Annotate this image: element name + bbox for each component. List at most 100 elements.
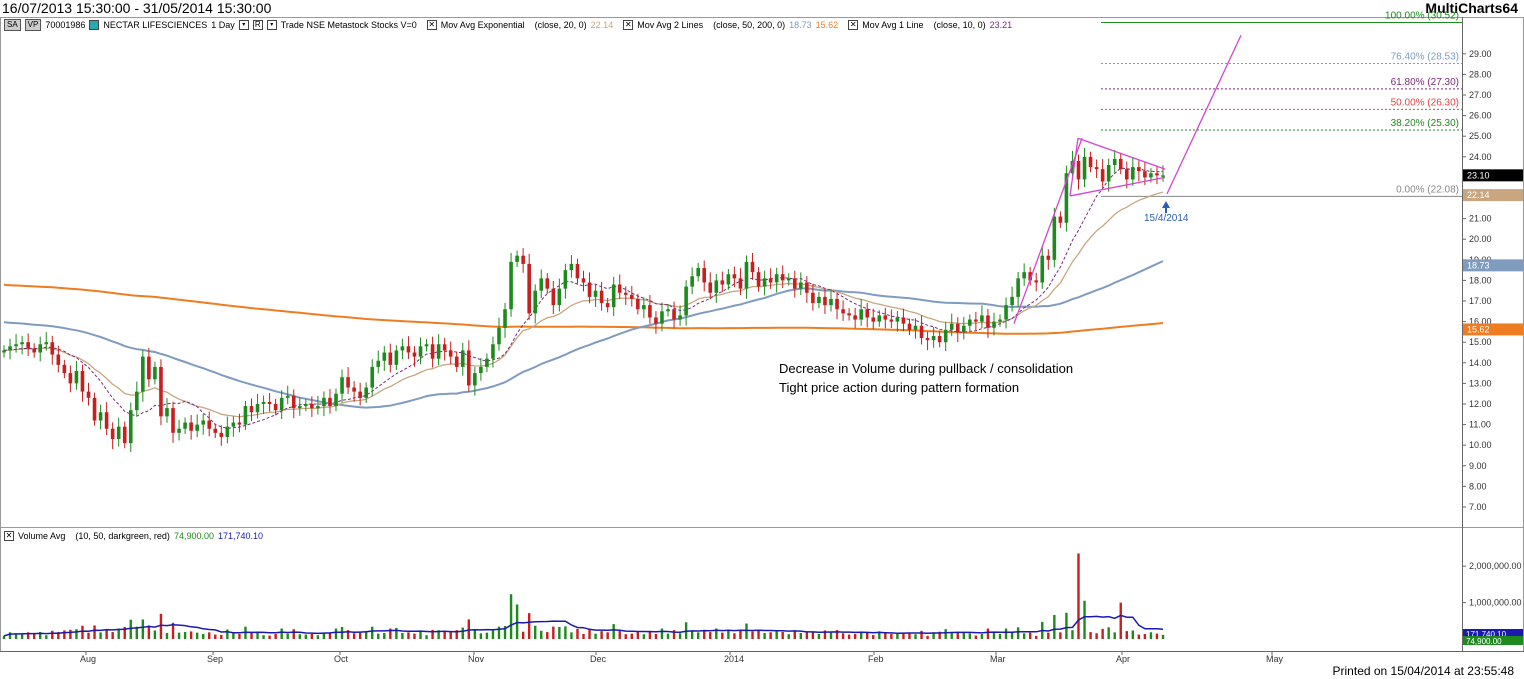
candle-body (340, 377, 344, 394)
volume-bar (328, 633, 332, 639)
vp-chip[interactable]: VP (24, 19, 42, 31)
volume-bar (944, 629, 947, 639)
ma2-visible-checkbox[interactable]: ✕ (623, 20, 634, 30)
candle-body (147, 356, 151, 380)
candle-body (400, 346, 405, 351)
volume-bar (1101, 628, 1104, 639)
candle-body (2, 350, 6, 353)
volume-bar (564, 626, 567, 639)
volume-tick-label: 2,000,000.00 (1469, 561, 1522, 571)
candle-body (925, 338, 930, 341)
candle-body (533, 290, 538, 314)
volume-bar (805, 631, 809, 639)
volume-bar (678, 633, 682, 639)
volume-bar (437, 630, 440, 639)
fib-level-label: 100.00% (30.52) (1385, 10, 1459, 21)
printed-timestamp: Printed on 15/04/2014 at 23:55:48 (1332, 664, 1514, 678)
volume-bar (1089, 632, 1092, 639)
ema-visible-checkbox[interactable]: ✕ (426, 20, 437, 30)
y-tick-label: 15.00 (1469, 337, 1492, 347)
volume-bar (956, 631, 959, 639)
ma10-line (3, 167, 1164, 430)
candle-body (605, 303, 610, 308)
candle-body (1064, 173, 1069, 223)
candle-body (865, 309, 870, 318)
candle-body (654, 317, 658, 324)
candle-body (38, 344, 43, 353)
volume-bar (751, 631, 754, 639)
candle-body (183, 422, 187, 429)
candle-body (430, 344, 435, 359)
volume-bar (2, 635, 6, 639)
volume-bar (1113, 632, 1116, 639)
r-checkbox[interactable]: R (252, 20, 263, 30)
volume-label-box (1463, 636, 1523, 645)
candle-body (364, 387, 368, 398)
volume-bar (334, 628, 338, 639)
volume-bar (298, 634, 301, 639)
volume-bar (980, 633, 984, 639)
candle-body (201, 420, 206, 425)
volume-bar (208, 632, 211, 639)
candle-body (297, 406, 302, 409)
volume-bar (642, 634, 646, 639)
volume-bar (39, 632, 42, 639)
candle-body (485, 358, 489, 367)
volume-bar (304, 634, 308, 639)
candle-body (931, 336, 936, 341)
volume-bar (1035, 635, 1038, 639)
candle-body (370, 366, 375, 388)
candle-body (328, 397, 332, 407)
volume-bar (515, 604, 519, 639)
volume-bar (129, 619, 132, 639)
candle-body (255, 404, 260, 413)
volume-bar (195, 632, 199, 639)
volume-bar (540, 630, 543, 639)
candle-body (74, 371, 79, 384)
volume-bar (962, 632, 965, 639)
candle-body (901, 317, 906, 324)
triangle-pattern (1013, 34, 1242, 324)
volume-bar (401, 632, 404, 639)
volume-bar (986, 628, 990, 639)
up-arrow-icon (1162, 201, 1170, 213)
candle-body (919, 325, 924, 339)
r-dropdown-icon[interactable]: ▾ (266, 20, 277, 30)
volume-bar (99, 632, 102, 639)
volume-bar (793, 630, 796, 639)
candle-body (237, 422, 242, 425)
volume-bar (582, 633, 585, 639)
volume-bar (503, 626, 507, 639)
volume-bar (147, 625, 151, 639)
price-label-text: 18.73 (1467, 260, 1490, 270)
volume-bar (141, 619, 145, 639)
symbol-name: NECTAR LIFESCIENCES (103, 20, 208, 30)
y-tick-label: 12.00 (1469, 399, 1492, 409)
ma1-visible-checkbox[interactable]: ✕ (848, 20, 859, 30)
candle-body (1088, 156, 1093, 168)
symbol-color-swatch[interactable] (89, 20, 100, 30)
candle-body (871, 317, 876, 322)
volume-bar (232, 632, 235, 639)
candle-body (473, 373, 477, 386)
candle-body (249, 406, 254, 413)
volume-bar (817, 633, 821, 639)
volume-value2: 171,740.10 (217, 531, 264, 541)
volume-bar (509, 594, 513, 639)
volume-bar (105, 628, 108, 639)
volume-visible-checkbox[interactable]: ✕ (4, 531, 14, 541)
candle-body (358, 391, 362, 398)
volume-bar (769, 632, 772, 639)
y-tick-label: 20.00 (1469, 234, 1492, 244)
volume-bar (69, 629, 72, 639)
interval-dropdown-icon[interactable]: ▾ (238, 20, 249, 30)
y-tick-label: 17.00 (1469, 296, 1492, 306)
candle-body (593, 290, 598, 297)
fib-level-label: 76.40% (28.53) (1391, 51, 1459, 62)
y-tick-label: 29.00 (1469, 49, 1492, 59)
volume-bar (226, 629, 229, 639)
sa-chip[interactable]: SA (4, 19, 21, 31)
candle-body (8, 346, 12, 351)
date-range: 16/07/2013 15:30:00 - 31/05/2014 15:30:0… (2, 0, 272, 16)
